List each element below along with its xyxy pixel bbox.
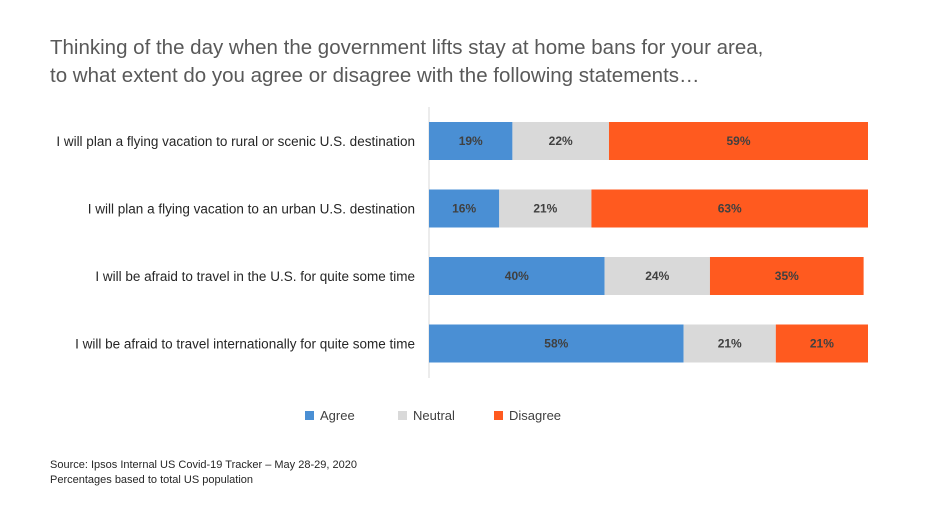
legend-swatch-neutral [398,411,407,420]
legend-swatch-agree [305,411,314,420]
legend-item-agree: Agree [305,408,355,423]
title-line-2: to what extent do you agree or disagree … [50,64,700,87]
population-note: Percentages based to total US population [50,474,254,486]
data-label-neutral: 22% [549,134,573,148]
legend-label-neutral: Neutral [413,408,455,423]
data-label-disagree: 21% [810,337,834,351]
bar-segment-neutral [499,189,592,228]
data-label-neutral: 24% [645,269,669,283]
bar-segment-agree [429,189,500,228]
category-label: I will plan a flying vacation to an urba… [88,202,415,217]
data-label-disagree: 35% [775,269,799,283]
legend-item-neutral: Neutral [398,408,455,423]
data-label-agree: 19% [459,134,483,148]
category-label: I will plan a flying vacation to rural o… [56,134,415,149]
category-label: I will be afraid to travel international… [75,337,415,352]
bar-segment-neutral [604,257,710,295]
bar-segment-agree [429,257,605,295]
bar-segment-agree [429,324,684,363]
title-line-1: Thinking of the day when the government … [50,36,764,59]
data-label-agree: 16% [452,202,476,216]
bar-segment-disagree [775,324,868,363]
bar-segment-agree [429,122,513,160]
stacked-bar-chart: I will plan a flying vacation to rural o… [56,107,868,378]
category-label: I will be afraid to travel in the U.S. f… [95,269,415,284]
legend-item-disagree: Disagree [494,408,561,423]
footer: Source: Ipsos Internal US Covid-19 Track… [50,458,357,488]
chart-title: Thinking of the day when the government … [50,34,910,90]
data-label-agree: 58% [544,337,568,351]
bar-segment-neutral [512,122,609,160]
bar-segment-disagree [608,122,868,160]
bar-segment-disagree [709,257,864,295]
legend-label-disagree: Disagree [509,408,562,423]
data-label-disagree: 59% [726,134,750,148]
data-label-neutral: 21% [533,202,557,216]
legend-swatch-disagree [494,411,503,420]
bar-segment-disagree [591,189,868,228]
data-label-disagree: 63% [718,202,742,216]
data-label-neutral: 21% [718,337,742,351]
legend-label-agree: Agree [320,408,355,423]
data-label-agree: 40% [505,269,529,283]
bar-segment-neutral [683,324,776,363]
legend: Agree Neutral Disagree [0,408,931,428]
source-note: Source: Ipsos Internal US Covid-19 Track… [50,459,357,471]
